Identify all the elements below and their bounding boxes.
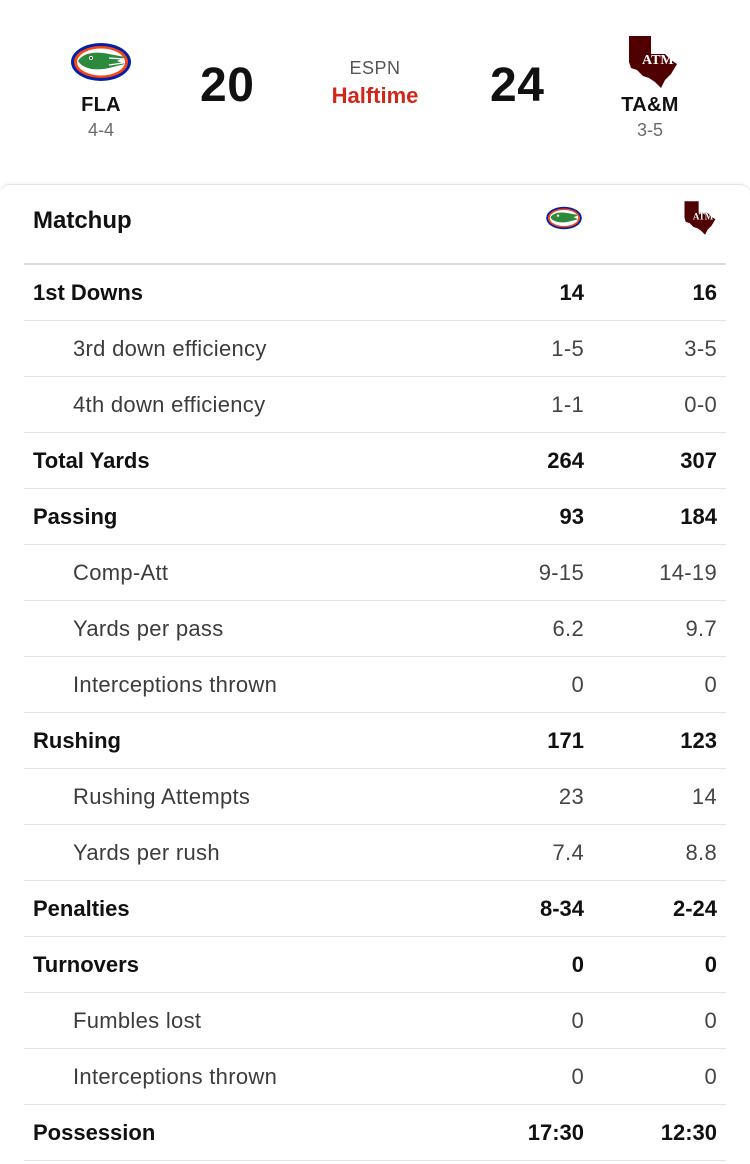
away-score: 20 (200, 59, 255, 112)
stat-row: Interceptions thrown 0 0 (24, 1049, 726, 1105)
stat-away-value: 8-34 (539, 896, 584, 921)
stat-away-value: 93 (559, 504, 584, 529)
stat-away-value: 23 (558, 784, 584, 809)
stat-away-value: 9-15 (538, 560, 584, 585)
stat-row: 3rd down efficiency 1-5 3-5 (24, 321, 726, 377)
stat-away-value: 264 (547, 448, 584, 473)
stat-row: Rushing 171 123 (24, 713, 726, 769)
home-score: 24 (490, 59, 545, 112)
svg-text:ATM: ATM (642, 53, 674, 68)
svg-text:ATM: ATM (693, 211, 714, 221)
stat-away-value: 171 (547, 728, 584, 753)
stat-label: Possession (33, 1120, 156, 1145)
stat-row: 4th down efficiency 1-1 0-0 (24, 377, 726, 433)
stat-home-value: 14 (691, 784, 717, 809)
stat-label: Fumbles lost (73, 1008, 202, 1033)
stat-label: Interceptions thrown (73, 1064, 278, 1089)
stat-away-value: 0 (571, 1064, 584, 1089)
stat-label: 3rd down efficiency (73, 336, 267, 361)
stat-label: Rushing Attempts (73, 784, 251, 809)
stat-row: 1st Downs 14 16 (24, 265, 726, 321)
stat-label: Penalties (33, 896, 130, 921)
home-team-abbr: TA&M (621, 94, 679, 116)
away-team-abbr: FLA (81, 94, 121, 116)
florida-gators-logo-icon (66, 36, 136, 88)
home-team-record: 3-5 (636, 120, 663, 140)
stat-label: Total Yards (33, 448, 150, 473)
stat-home-value: 184 (680, 504, 717, 529)
stat-away-value: 14 (559, 280, 584, 305)
game-state: Halftime (331, 83, 419, 108)
stat-row: Yards per pass 6.2 9.7 (24, 601, 726, 657)
matchup-header: Matchup ATM (24, 185, 726, 265)
stat-row: Comp-Att 9-15 14-19 (24, 545, 726, 601)
stat-label: 1st Downs (33, 280, 144, 305)
stat-away-value: 1-1 (551, 392, 584, 417)
stat-away-value: 1-5 (551, 336, 584, 361)
stat-home-value: 14-19 (659, 560, 717, 585)
florida-gators-mini-logo-icon (544, 201, 584, 235)
stat-row: Turnovers 0 0 (24, 937, 726, 993)
away-team-record: 4-4 (87, 120, 114, 140)
stat-home-value: 3-5 (684, 336, 717, 361)
stat-home-value: 8.8 (685, 840, 717, 865)
stat-label: 4th down efficiency (73, 392, 266, 417)
stat-label: Turnovers (33, 952, 139, 977)
stat-home-value: 0 (704, 1064, 717, 1089)
broadcast-network: ESPN (349, 58, 401, 78)
stat-label: Passing (33, 504, 118, 529)
stat-home-value: 9.7 (685, 616, 717, 641)
stat-row: Rushing Attempts 23 14 (24, 769, 726, 825)
stat-row: Yards per rush 7.4 8.8 (24, 825, 726, 881)
stat-home-value: 307 (680, 448, 717, 473)
stat-row: Interceptions thrown 0 0 (24, 657, 726, 713)
stat-label: Yards per pass (73, 616, 224, 641)
stat-row: Total Yards 264 307 (24, 433, 726, 489)
game-status: ESPN Halftime (300, 58, 450, 109)
stat-away-value: 17:30 (527, 1120, 584, 1145)
stat-away-value: 0 (571, 952, 584, 977)
stat-away-value: 7.4 (552, 840, 584, 865)
stat-home-value: 123 (680, 728, 717, 753)
stat-label: Yards per rush (73, 840, 220, 865)
stat-away-value: 0 (571, 1008, 584, 1033)
stat-label: Interceptions thrown (73, 672, 278, 697)
stat-home-value: 0-0 (684, 392, 717, 417)
stat-away-value: 6.2 (552, 616, 584, 641)
stat-home-value: 0 (704, 672, 717, 697)
texas-am-logo-icon: ATM (615, 36, 685, 88)
stat-label: Comp-Att (73, 560, 169, 585)
texas-am-mini-logo-icon: ATM (678, 201, 718, 235)
home-team[interactable]: ATM TA&M 3-5 (595, 36, 705, 141)
stat-home-value: 2-24 (672, 896, 717, 921)
stat-away-value: 0 (571, 672, 584, 697)
stat-row: Penalties 8-34 2-24 (24, 881, 726, 937)
scoreboard-header: FLA 4-4 20 ESPN Halftime 24 ATM TA&M 3-5 (0, 0, 750, 184)
stat-home-value: 0 (704, 1008, 717, 1033)
stat-label: Rushing (33, 728, 121, 753)
stats-table: 1st Downs 14 16 3rd down efficiency 1-5 3-5 4t… (24, 265, 726, 1161)
matchup-card: Matchup ATM 1st Downs 14 16 3rd down effici… (0, 184, 750, 1164)
stat-home-value: 0 (704, 952, 717, 977)
stat-row: Possession 17:30 12:30 (24, 1105, 726, 1161)
stat-row: Passing 93 184 (24, 489, 726, 545)
stat-row: Fumbles lost 0 0 (24, 993, 726, 1049)
stat-home-value: 12:30 (660, 1120, 717, 1145)
away-team[interactable]: FLA 4-4 (46, 36, 156, 141)
stat-home-value: 16 (692, 280, 717, 305)
matchup-title: Matchup (33, 207, 132, 234)
